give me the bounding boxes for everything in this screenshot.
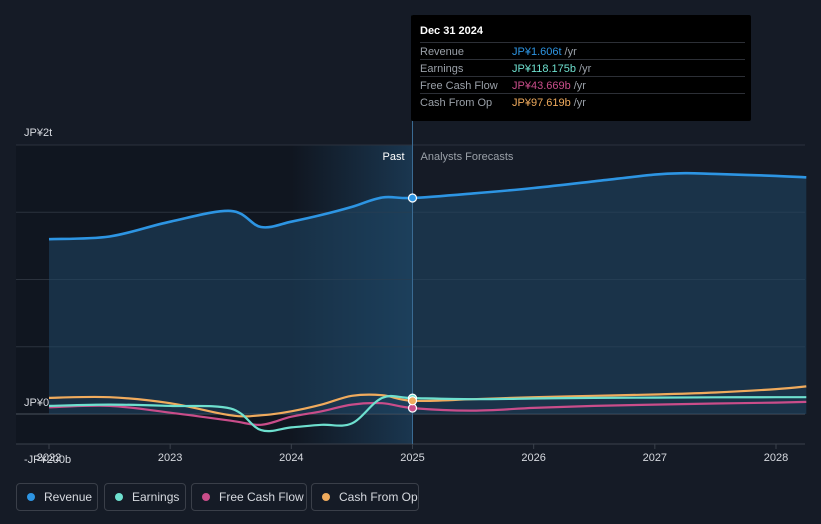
legend-earnings[interactable]: Earnings <box>104 483 186 511</box>
past-label: Past <box>382 151 404 163</box>
tooltip-value: JP¥97.619b/yr <box>512 97 586 109</box>
x-tick-label: 2027 <box>643 452 667 464</box>
tooltip-label: Revenue <box>420 46 465 58</box>
y-axis-label-bottom: -JP¥200b <box>24 454 71 466</box>
forecast-label: Analysts Forecasts <box>421 151 514 163</box>
series-line-revenue <box>48 171 807 241</box>
series-line-cash-from-op <box>48 385 807 418</box>
legend-label: Free Cash Flow <box>219 490 304 504</box>
x-tick-label: 2022 <box>37 452 61 464</box>
tooltip-value: JP¥1.606t/yr <box>512 46 577 58</box>
tooltip: Dec 31 2024 Revenue JP¥1.606t/yr Earning… <box>411 15 751 121</box>
revenue-area <box>49 173 807 414</box>
legend-label: Earnings <box>132 490 180 504</box>
tooltip-value: JP¥118.175b/yr <box>512 63 592 75</box>
tooltip-date: Dec 31 2024 <box>420 25 483 37</box>
legend-label: Revenue <box>44 490 93 504</box>
y-axis-label-zero: JP¥0 <box>24 397 49 409</box>
x-tick-label: 2024 <box>279 452 303 464</box>
legend-label: Cash From Op <box>339 490 418 504</box>
x-tick-label: 2023 <box>158 452 182 464</box>
legend-cash-from-op[interactable]: Cash From Op <box>311 483 419 511</box>
x-tick-label: 2025 <box>400 452 424 464</box>
x-tick-label: 2026 <box>521 452 545 464</box>
legend-dot-icon <box>27 493 35 501</box>
legend-dot-icon <box>322 493 330 501</box>
series-line-free-cash-flow <box>48 400 807 426</box>
tooltip-value: JP¥43.669b/yr <box>512 80 586 92</box>
tooltip-row-cfo: Cash From Op JP¥97.619b/yr <box>420 93 745 111</box>
tooltip-label: Cash From Op <box>420 97 493 109</box>
tooltip-row-revenue: Revenue JP¥1.606t/yr <box>420 42 745 60</box>
tooltip-label: Free Cash Flow <box>420 80 498 92</box>
marker-revenue <box>407 193 418 203</box>
y-axis-label-top: JP¥2t <box>24 127 52 139</box>
tooltip-row-earnings: Earnings JP¥118.175b/yr <box>420 59 745 77</box>
tooltip-row-fcf: Free Cash Flow JP¥43.669b/yr <box>420 76 745 94</box>
legend-dot-icon <box>115 493 123 501</box>
x-tick-label: 2028 <box>764 452 788 464</box>
legend-revenue[interactable]: Revenue <box>16 483 98 511</box>
marker-cash-from-op <box>407 396 418 406</box>
legend-dot-icon <box>202 493 210 501</box>
series-line-earnings <box>48 394 807 433</box>
tooltip-label: Earnings <box>420 63 464 75</box>
legend-free-cash-flow[interactable]: Free Cash Flow <box>191 483 307 511</box>
